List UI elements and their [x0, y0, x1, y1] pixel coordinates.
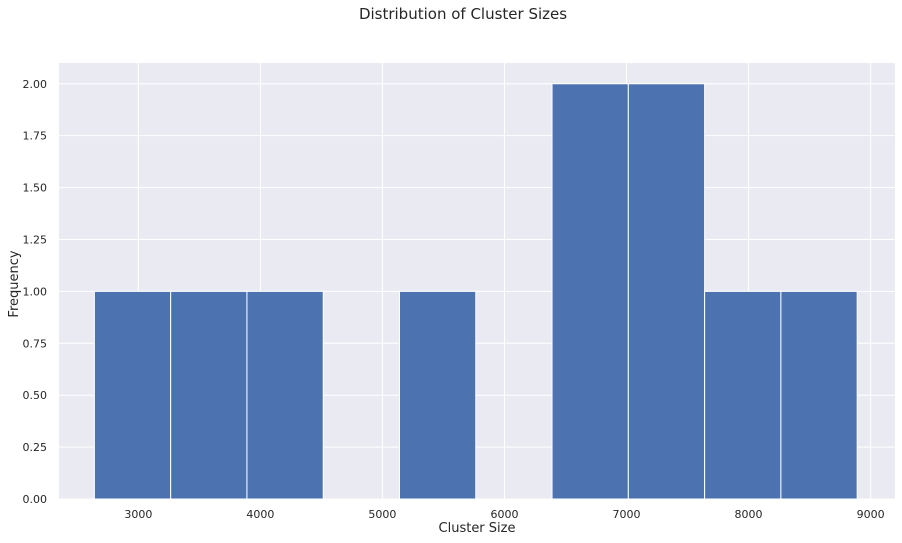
- x-tick-label: 9000: [857, 508, 885, 521]
- x-tick-label: 5000: [368, 508, 396, 521]
- y-tick-labels: 0.00 0.25 0.50 0.75 1.00 1.25 1.50 1.75 2.00: [23, 78, 48, 506]
- x-tick-label: 6000: [490, 508, 518, 521]
- histogram-bar: [399, 290, 477, 500]
- y-tick-label: 0.00: [23, 493, 48, 506]
- y-tick-label: 0.25: [23, 441, 48, 454]
- x-tick-label: 3000: [124, 508, 152, 521]
- y-tick-label: 1.50: [23, 182, 48, 195]
- x-tick-label: 7000: [613, 508, 641, 521]
- x-tick-label: 8000: [735, 508, 763, 521]
- y-tick-label: 1.75: [23, 130, 48, 143]
- histogram-bar: [551, 83, 629, 500]
- histogram-bar: [627, 83, 706, 500]
- bars: [93, 83, 858, 500]
- histogram-bar: [93, 290, 172, 500]
- y-tick-label: 1.25: [23, 233, 48, 246]
- histogram-bar: [170, 290, 248, 500]
- y-tick-label: 1.00: [23, 285, 48, 298]
- y-tick-label: 0.75: [23, 337, 48, 350]
- x-tick-labels: 3000 4000 5000 6000 7000 8000 9000: [124, 508, 884, 521]
- histogram-bar: [780, 290, 858, 500]
- x-tick-label: 4000: [246, 508, 274, 521]
- histogram-bar: [704, 290, 782, 500]
- y-tick-label: 2.00: [23, 78, 48, 91]
- y-tick-label: 0.50: [23, 389, 48, 402]
- x-axis-label: Cluster Size: [439, 521, 516, 536]
- chart-title: Distribution of Cluster Sizes: [359, 5, 567, 23]
- histogram-bar: [246, 290, 324, 500]
- y-axis-label: Frequency: [7, 250, 22, 317]
